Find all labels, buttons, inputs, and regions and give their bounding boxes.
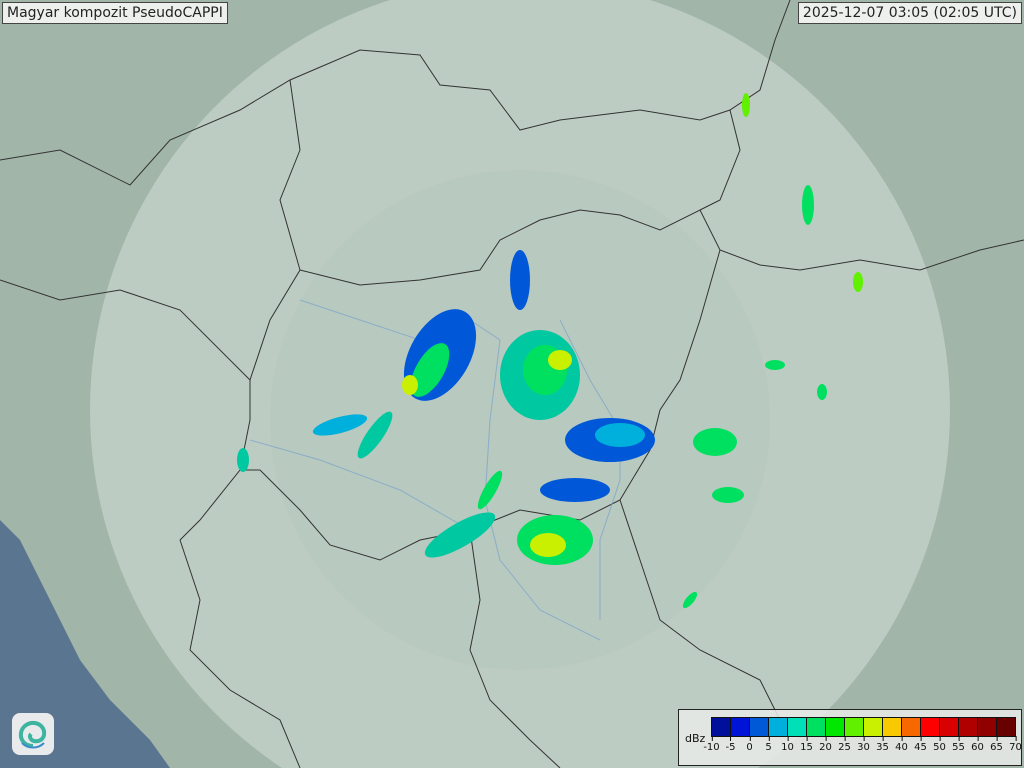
legend-tick-label: -5 [725,736,736,753]
radar-echoes [237,93,863,609]
echo-cell [477,470,503,510]
legend-tick-label: 55 [952,736,965,753]
echo-cell [357,411,393,459]
legend-tick-label: 35 [876,736,889,753]
legend-tick-label: 15 [800,736,813,753]
legend-tick-label: 0 [746,736,753,753]
echo-cell [410,343,450,397]
echo-cell [853,272,863,292]
echo-cell [548,350,572,370]
adriatic-sea [0,520,170,768]
legend-swatch [978,718,997,736]
legend-swatch [712,718,731,736]
echo-cell [540,478,610,502]
echo-cell [817,384,827,400]
echo-cell [712,487,744,503]
echo-cell [682,591,698,609]
echo-cell [510,250,530,310]
legend-swatch [921,718,940,736]
legend-swatch [769,718,788,736]
legend-tick-label: 45 [914,736,927,753]
echo-cell [802,185,814,225]
legend-swatch [959,718,978,736]
legend-tick-label: 30 [857,736,870,753]
legend-swatch [750,718,769,736]
legend-tick-label: 5 [765,736,772,753]
legend-swatch [902,718,921,736]
echo-cell [765,360,785,370]
echo-cell [595,423,645,447]
dbz-color-legend: dBz -10 -5 0 5 10 15 20 25 30 35 40 45 50 55 60 65 70 [678,709,1022,766]
legend-tick-label: -10 [703,736,720,753]
echo-cell [312,414,368,436]
legend-swatch [807,718,826,736]
legend-tick-label: 40 [895,736,908,753]
legend-swatch [940,718,959,736]
legend-color-bar [711,717,1016,737]
legend-swatch [883,718,902,736]
echo-cell [237,448,249,472]
product-title: Magyar kompozit PseudoCAPPI [2,2,228,24]
echo-cell [742,93,750,117]
legend-tick-label: 10 [781,736,794,753]
swirl-logo-icon[interactable] [12,713,54,755]
echo-cell [402,375,418,395]
legend-unit: dBz [685,732,706,745]
legend-tick-label: 70 [1009,736,1022,753]
legend-swatch [864,718,883,736]
echo-cell [530,533,566,557]
legend-tick-label: 50 [933,736,946,753]
legend-tick-label: 25 [838,736,851,753]
legend-tick-label: 60 [971,736,984,753]
legend-swatch [788,718,807,736]
legend-swatch [731,718,750,736]
legend-swatch [845,718,864,736]
legend-swatch [826,718,845,736]
legend-swatch [997,718,1015,736]
legend-tick-label: 65 [990,736,1003,753]
echo-cell [424,512,496,558]
timestamp-label: 2025-12-07 03:05 (02:05 UTC) [797,2,1022,24]
legend-ticks: -10 -5 0 5 10 15 20 25 30 35 40 45 50 55 60 65 70 [703,736,1022,762]
radar-inner-coverage [270,170,770,670]
legend-tick-label: 20 [819,736,832,753]
echo-cell [693,428,737,456]
